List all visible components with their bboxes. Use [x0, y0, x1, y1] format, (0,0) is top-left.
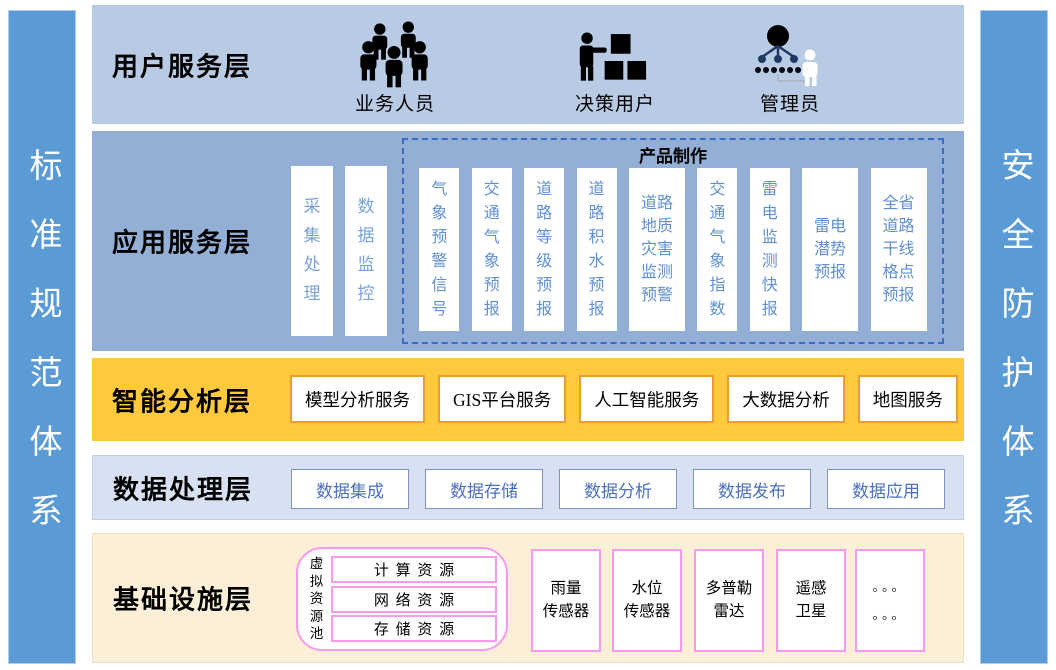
- product-item: 道路地质灾害监测预警: [627, 167, 686, 332]
- pool-resource: 网络资源: [331, 585, 497, 613]
- analysis-item: 模型分析服务: [290, 375, 425, 423]
- right-pillar-label: 安全防护体系: [996, 148, 1032, 562]
- pool-label: 虚拟资源池: [309, 556, 324, 642]
- people-group-icon: [325, 14, 465, 90]
- product-item: 气象预警信号: [418, 167, 461, 332]
- pool-resource: 存储资源: [331, 615, 497, 642]
- virtual-resource-pool: 虚拟资源池 计算资源 网络资源 存储资源: [296, 547, 508, 651]
- data-item: 数据分析: [559, 469, 677, 509]
- pool-items: 计算资源 网络资源 存储资源: [331, 556, 497, 642]
- intelligent-analysis-layer: 智能分析层 模型分析服务 GIS平台服务 人工智能服务 大数据分析 地图服务: [92, 358, 964, 441]
- analysis-item: GIS平台服务: [438, 375, 567, 423]
- app-item-data-monitor: 数据监控: [344, 165, 388, 337]
- role-decision-user: 决策用户: [545, 5, 685, 124]
- device-rain-sensor: 雨量 传感器: [531, 549, 601, 652]
- user-service-layer: 用户服务层: [92, 5, 964, 124]
- data-items: 数据集成 数据存储 数据分析 数据发布 数据应用: [291, 469, 945, 509]
- product-item: 雷电监测快报: [748, 167, 791, 332]
- data-item: 数据应用: [827, 469, 945, 509]
- product-item: 交通气象指数: [696, 167, 739, 332]
- infrastructure-layer: 基础设施层 虚拟资源池 计算资源 网络资源 存储资源 雨量 传感器 水位 传感器…: [92, 533, 964, 663]
- role-label: 决策用户: [574, 94, 655, 115]
- app-item-collect-process: 采集处理: [290, 165, 334, 337]
- data-item: 数据集成: [291, 469, 409, 509]
- device-doppler-radar: 多普勒 雷达: [694, 549, 764, 652]
- product-items: 气象预警信号 交通气象预报 道路等级预报 道路积水预报 道路地质灾害监测预警 交…: [408, 167, 938, 332]
- data-layer-label: 数据处理层: [113, 475, 254, 504]
- role-label: 业务人员: [354, 94, 435, 115]
- product-group-label: 产品制作: [639, 147, 707, 166]
- org-chart-icon: [720, 24, 860, 90]
- role-label: 管理员: [759, 94, 820, 115]
- infra-layer-label: 基础设施层: [113, 585, 254, 615]
- analysis-item: 地图服务: [857, 375, 958, 423]
- person-blocks-icon: [545, 32, 685, 90]
- analysis-items: 模型分析服务 GIS平台服务 人工智能服务 大数据分析 地图服务: [290, 375, 958, 423]
- role-business-staff: 业务人员: [325, 5, 465, 124]
- left-pillar-standards: 标准规范体系: [8, 10, 76, 664]
- user-layer-label: 用户服务层: [112, 52, 253, 81]
- product-item: 道路等级预报: [523, 167, 566, 332]
- pool-resource: 计算资源: [331, 556, 497, 583]
- device-water-level-sensor: 水位 传感器: [612, 549, 682, 652]
- analysis-item: 人工智能服务: [579, 375, 715, 423]
- right-pillar-security: 安全防护体系: [980, 10, 1048, 664]
- analysis-item: 大数据分析: [727, 375, 845, 423]
- application-service-layer: 应用服务层 采集处理 数据监控 产品制作 气象预警信号 交通气象预报 道路等级预…: [92, 131, 964, 351]
- product-item: 全省道路干线格点预报: [869, 167, 928, 332]
- product-item: 道路积水预报: [575, 167, 618, 332]
- left-pillar-label: 标准规范体系: [24, 148, 60, 562]
- device-remote-sensing-satellite: 遥感 卫星: [776, 549, 846, 652]
- data-processing-layer: 数据处理层 数据集成 数据存储 数据分析 数据发布 数据应用: [92, 455, 964, 520]
- data-item: 数据存储: [425, 469, 543, 509]
- data-item: 数据发布: [693, 469, 811, 509]
- product-making-group: 产品制作 气象预警信号 交通气象预报 道路等级预报 道路积水预报 道路地质灾害监…: [402, 138, 944, 344]
- role-administrator: 管理员: [720, 5, 860, 124]
- product-item: 雷电潜势预报: [801, 167, 860, 332]
- app-layer-label: 应用服务层: [112, 228, 253, 258]
- analysis-layer-label: 智能分析层: [112, 387, 253, 416]
- product-item: 交通气象预报: [470, 167, 513, 332]
- device-more-ellipsis: 。。。 。。。: [855, 549, 925, 652]
